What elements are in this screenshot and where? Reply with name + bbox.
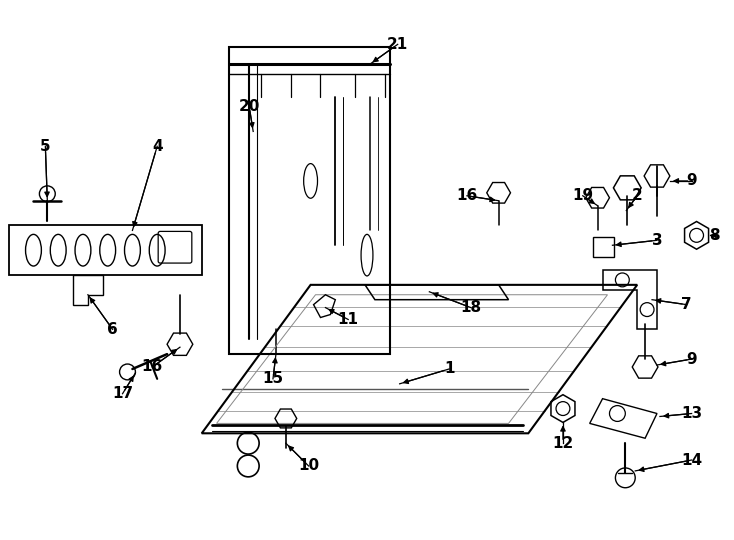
Text: 13: 13 [681, 406, 702, 421]
Text: 1: 1 [444, 361, 454, 376]
Text: 10: 10 [298, 458, 319, 474]
Text: 3: 3 [652, 233, 662, 248]
Text: 15: 15 [263, 372, 283, 386]
Text: 7: 7 [681, 297, 692, 312]
Text: 19: 19 [573, 188, 593, 203]
Text: 4: 4 [152, 139, 162, 154]
Text: 14: 14 [681, 453, 702, 468]
Text: 8: 8 [709, 228, 720, 243]
Text: 17: 17 [112, 386, 133, 401]
Text: 5: 5 [40, 139, 51, 154]
Text: 6: 6 [107, 322, 118, 337]
Text: 20: 20 [239, 99, 260, 114]
Text: 16: 16 [457, 188, 478, 203]
Text: 21: 21 [387, 37, 408, 52]
Text: 11: 11 [338, 312, 359, 327]
Text: 2: 2 [632, 188, 642, 203]
Text: 18: 18 [460, 300, 482, 315]
Text: 9: 9 [686, 352, 697, 367]
Text: 12: 12 [553, 436, 573, 451]
Text: 9: 9 [686, 173, 697, 188]
Text: 16: 16 [142, 360, 163, 375]
